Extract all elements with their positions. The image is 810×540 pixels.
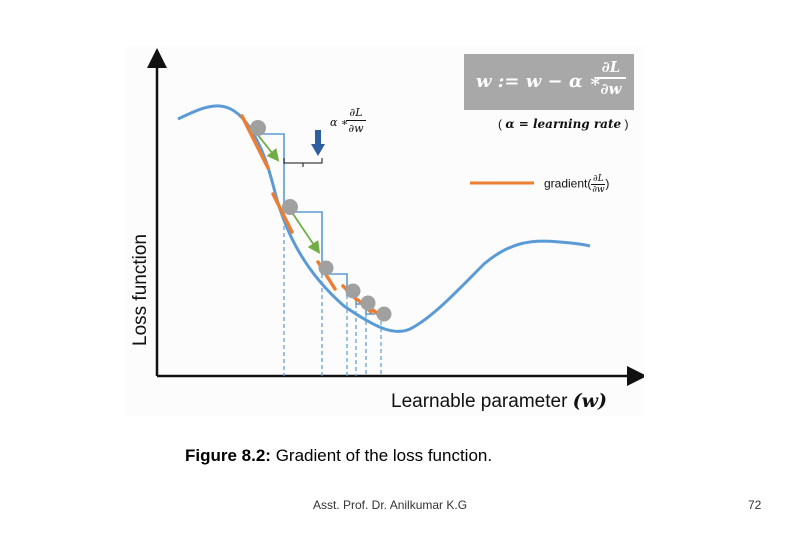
formula-denominator: ∂w: [600, 80, 622, 98]
lr-definition: α = learning rate: [505, 117, 622, 131]
step-fraction: ∂L ∂w: [346, 106, 366, 135]
legend-fraction: ∂L ∂w: [591, 174, 606, 195]
dashed-guides: [283, 212, 382, 376]
step-size-label: α ∗ ∂L ∂w: [330, 106, 370, 138]
y-axis-label: Loss function: [130, 234, 151, 346]
page-number: 72: [748, 498, 762, 512]
figure-graphics: [147, 48, 644, 386]
figure-number: Figure 8.2:: [185, 446, 271, 465]
footer-author: Asst. Prof. Dr. Anilkumar K.G: [313, 498, 468, 512]
formula-numerator: ∂L: [601, 58, 621, 76]
update-rule-formula: w := w − α ∗ ∂L ∂w: [464, 54, 634, 110]
legend-label: gradient: [544, 176, 588, 191]
step-denominator: ∂w: [348, 122, 364, 135]
x-axis-label: Learnable parameter (w): [391, 390, 607, 413]
gradient-legend: gradient(∂L ∂w): [544, 174, 609, 195]
x-axis-label-text: Learnable parameter: [391, 391, 568, 412]
loss-curve: [177, 104, 591, 333]
learning-rate-note: ( α = learning rate ): [498, 117, 628, 131]
legend-denominator: ∂w: [592, 185, 605, 195]
legend-numerator: ∂L: [593, 174, 604, 184]
step-alpha: α ∗: [330, 116, 349, 129]
figure-caption: Figure 8.2: Gradient of the loss functio…: [185, 446, 492, 466]
x-axis-variable: (w): [572, 390, 608, 412]
step-arrows: [252, 128, 321, 254]
step-numerator: ∂L: [349, 106, 363, 119]
legend-close-paren: ): [605, 176, 610, 191]
lr-close-paren: ): [621, 117, 629, 131]
descent-balls: [250, 120, 392, 322]
caption-text: Gradient of the loss function.: [270, 446, 493, 465]
lr-open-paren: (: [498, 117, 506, 131]
formula-lhs: w := w − α ∗: [476, 71, 602, 92]
step-down-arrow: [311, 130, 325, 156]
gradient-descent-figure: Loss function Learnable parameter (w) w …: [126, 46, 644, 416]
step-bracket: [283, 158, 323, 167]
formula-fraction: ∂L ∂w: [596, 58, 626, 98]
legend-open-paren: (: [587, 176, 592, 191]
